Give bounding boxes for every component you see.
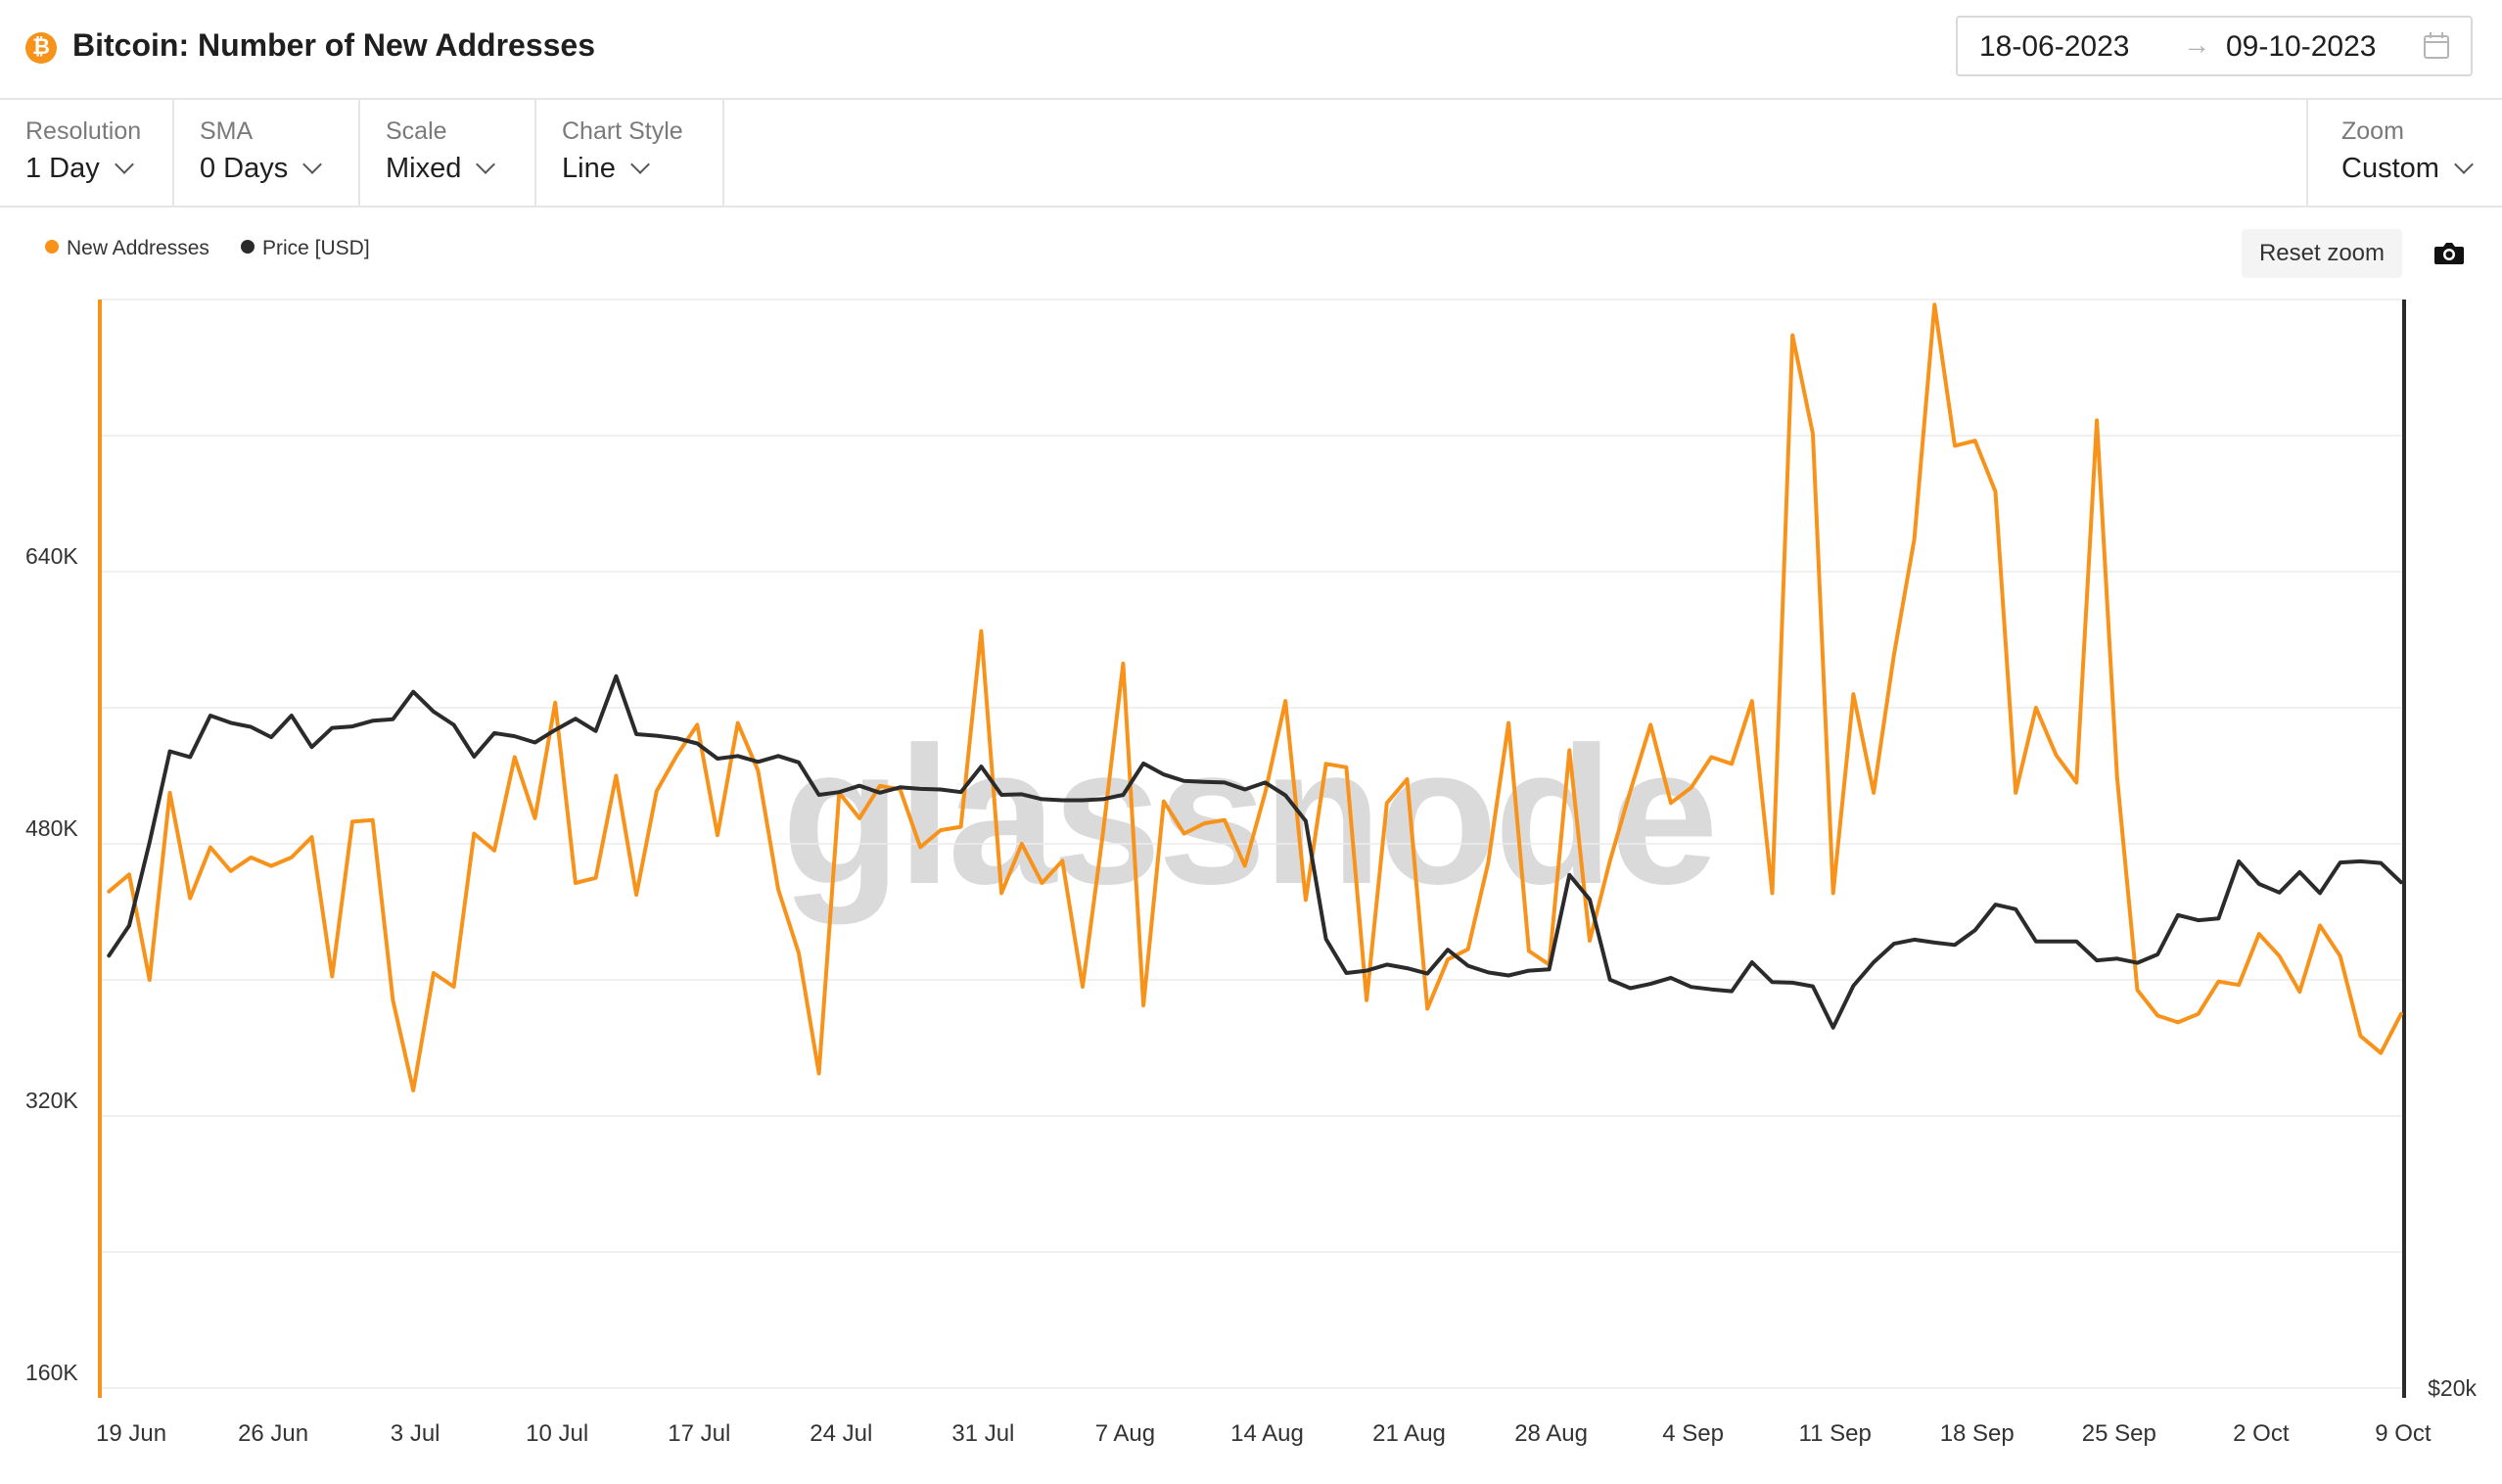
page-title: Bitcoin: Number of New Addresses [72, 27, 596, 63]
y-left-tick-label: 640K [25, 543, 78, 569]
legend-dot [45, 240, 59, 255]
x-tick-label: 17 Jul [668, 1420, 730, 1447]
legend-label: Price [USD] [262, 237, 370, 259]
new-addresses-series-line[interactable] [107, 302, 2403, 1092]
legend-label: New Addresses [67, 237, 209, 259]
x-tick-label: 21 Aug [1372, 1420, 1446, 1447]
scale-dropdown[interactable]: Scale Mixed [360, 98, 536, 206]
legend-item-new-addresses[interactable]: New Addresses [45, 237, 209, 260]
resolution-dropdown[interactable]: Resolution 1 Day [0, 98, 174, 206]
bitcoin-icon: ₿ [25, 32, 57, 64]
chevron-down-icon [2454, 155, 2474, 174]
resolution-label: Resolution [25, 117, 142, 145]
chevron-down-icon [476, 155, 496, 174]
x-tick-label: 26 Jun [238, 1420, 308, 1447]
y-left-tick-label: 320K [25, 1088, 78, 1113]
x-tick-label: 31 Jul [951, 1420, 1014, 1447]
x-tick-label: 4 Sep [1662, 1420, 1724, 1447]
x-tick-label: 19 Jun [96, 1420, 166, 1447]
price-series-line[interactable] [107, 673, 2403, 1030]
x-tick-label: 14 Aug [1230, 1420, 1304, 1447]
zoom-value: Custom [2341, 153, 2439, 184]
chart-style-value: Line [562, 153, 616, 184]
chevron-down-icon [629, 155, 650, 174]
legend-item-price[interactable]: Price [USD] [241, 237, 370, 260]
scale-label: Scale [386, 117, 447, 145]
grid-lines [100, 299, 2404, 1389]
x-tick-label: 25 Sep [2082, 1420, 2156, 1447]
chevron-down-icon [302, 155, 323, 174]
chart-toolbar: Resolution 1 Day SMA 0 Days Scale Mixed … [0, 98, 2502, 208]
x-tick-label: 18 Sep [1940, 1420, 2015, 1447]
y-axis-left: 160K 320K 480K 640K [25, 543, 78, 1385]
chart-axes [98, 300, 2406, 1398]
chart-style-dropdown[interactable]: Chart Style Line [536, 98, 724, 206]
y-left-tick-label: 160K [25, 1360, 78, 1385]
x-tick-label: 11 Sep [1799, 1420, 1872, 1447]
y-left-tick-label: 480K [25, 815, 78, 841]
legend-dot [241, 240, 255, 255]
calendar-icon[interactable] [2423, 31, 2450, 61]
series-layer [107, 302, 2403, 1092]
resolution-value: 1 Day [25, 153, 100, 184]
x-tick-label: 10 Jul [526, 1420, 588, 1447]
y-axis-right: $20k [2428, 1375, 2477, 1401]
zoom-dropdown[interactable]: Zoom Custom [2306, 98, 2502, 206]
sma-label: SMA [200, 117, 254, 145]
chevron-down-icon [114, 155, 134, 174]
x-tick-label: 9 Oct [2375, 1420, 2432, 1447]
x-axis: 19 Jun 26 Jun 3 Jul 10 Jul 17 Jul 24 Jul 31 Ju… [96, 1420, 2432, 1447]
reset-zoom-button[interactable]: Reset zoom [2242, 229, 2402, 278]
date-range-picker[interactable]: 18-06-2023 → 09-10-2023 [1956, 16, 2473, 76]
x-tick-label: 2 Oct [2233, 1420, 2290, 1447]
x-tick-label: 3 Jul [391, 1420, 440, 1447]
x-tick-label: 7 Aug [1095, 1420, 1155, 1447]
x-tick-label: 24 Jul [810, 1420, 872, 1447]
camera-icon[interactable] [2433, 241, 2465, 266]
date-end-input[interactable]: 09-10-2023 [2226, 30, 2377, 63]
sma-dropdown[interactable]: SMA 0 Days [174, 98, 360, 206]
x-tick-label: 28 Aug [1514, 1420, 1588, 1447]
arrow-right-icon: → [2183, 29, 2210, 60]
date-start-input[interactable]: 18-06-2023 [1979, 30, 2130, 63]
zoom-label: Zoom [2341, 117, 2404, 145]
scale-value: Mixed [386, 153, 462, 184]
y-right-tick-label: $20k [2428, 1375, 2477, 1401]
header-bar: ₿ Bitcoin: Number of New Addresses 18-06… [0, 0, 2502, 100]
chart-style-label: Chart Style [562, 117, 683, 145]
sma-value: 0 Days [200, 153, 289, 184]
